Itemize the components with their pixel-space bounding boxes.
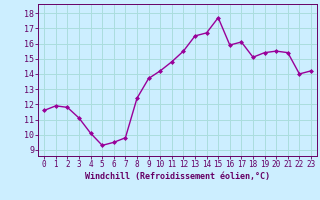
X-axis label: Windchill (Refroidissement éolien,°C): Windchill (Refroidissement éolien,°C) <box>85 172 270 181</box>
